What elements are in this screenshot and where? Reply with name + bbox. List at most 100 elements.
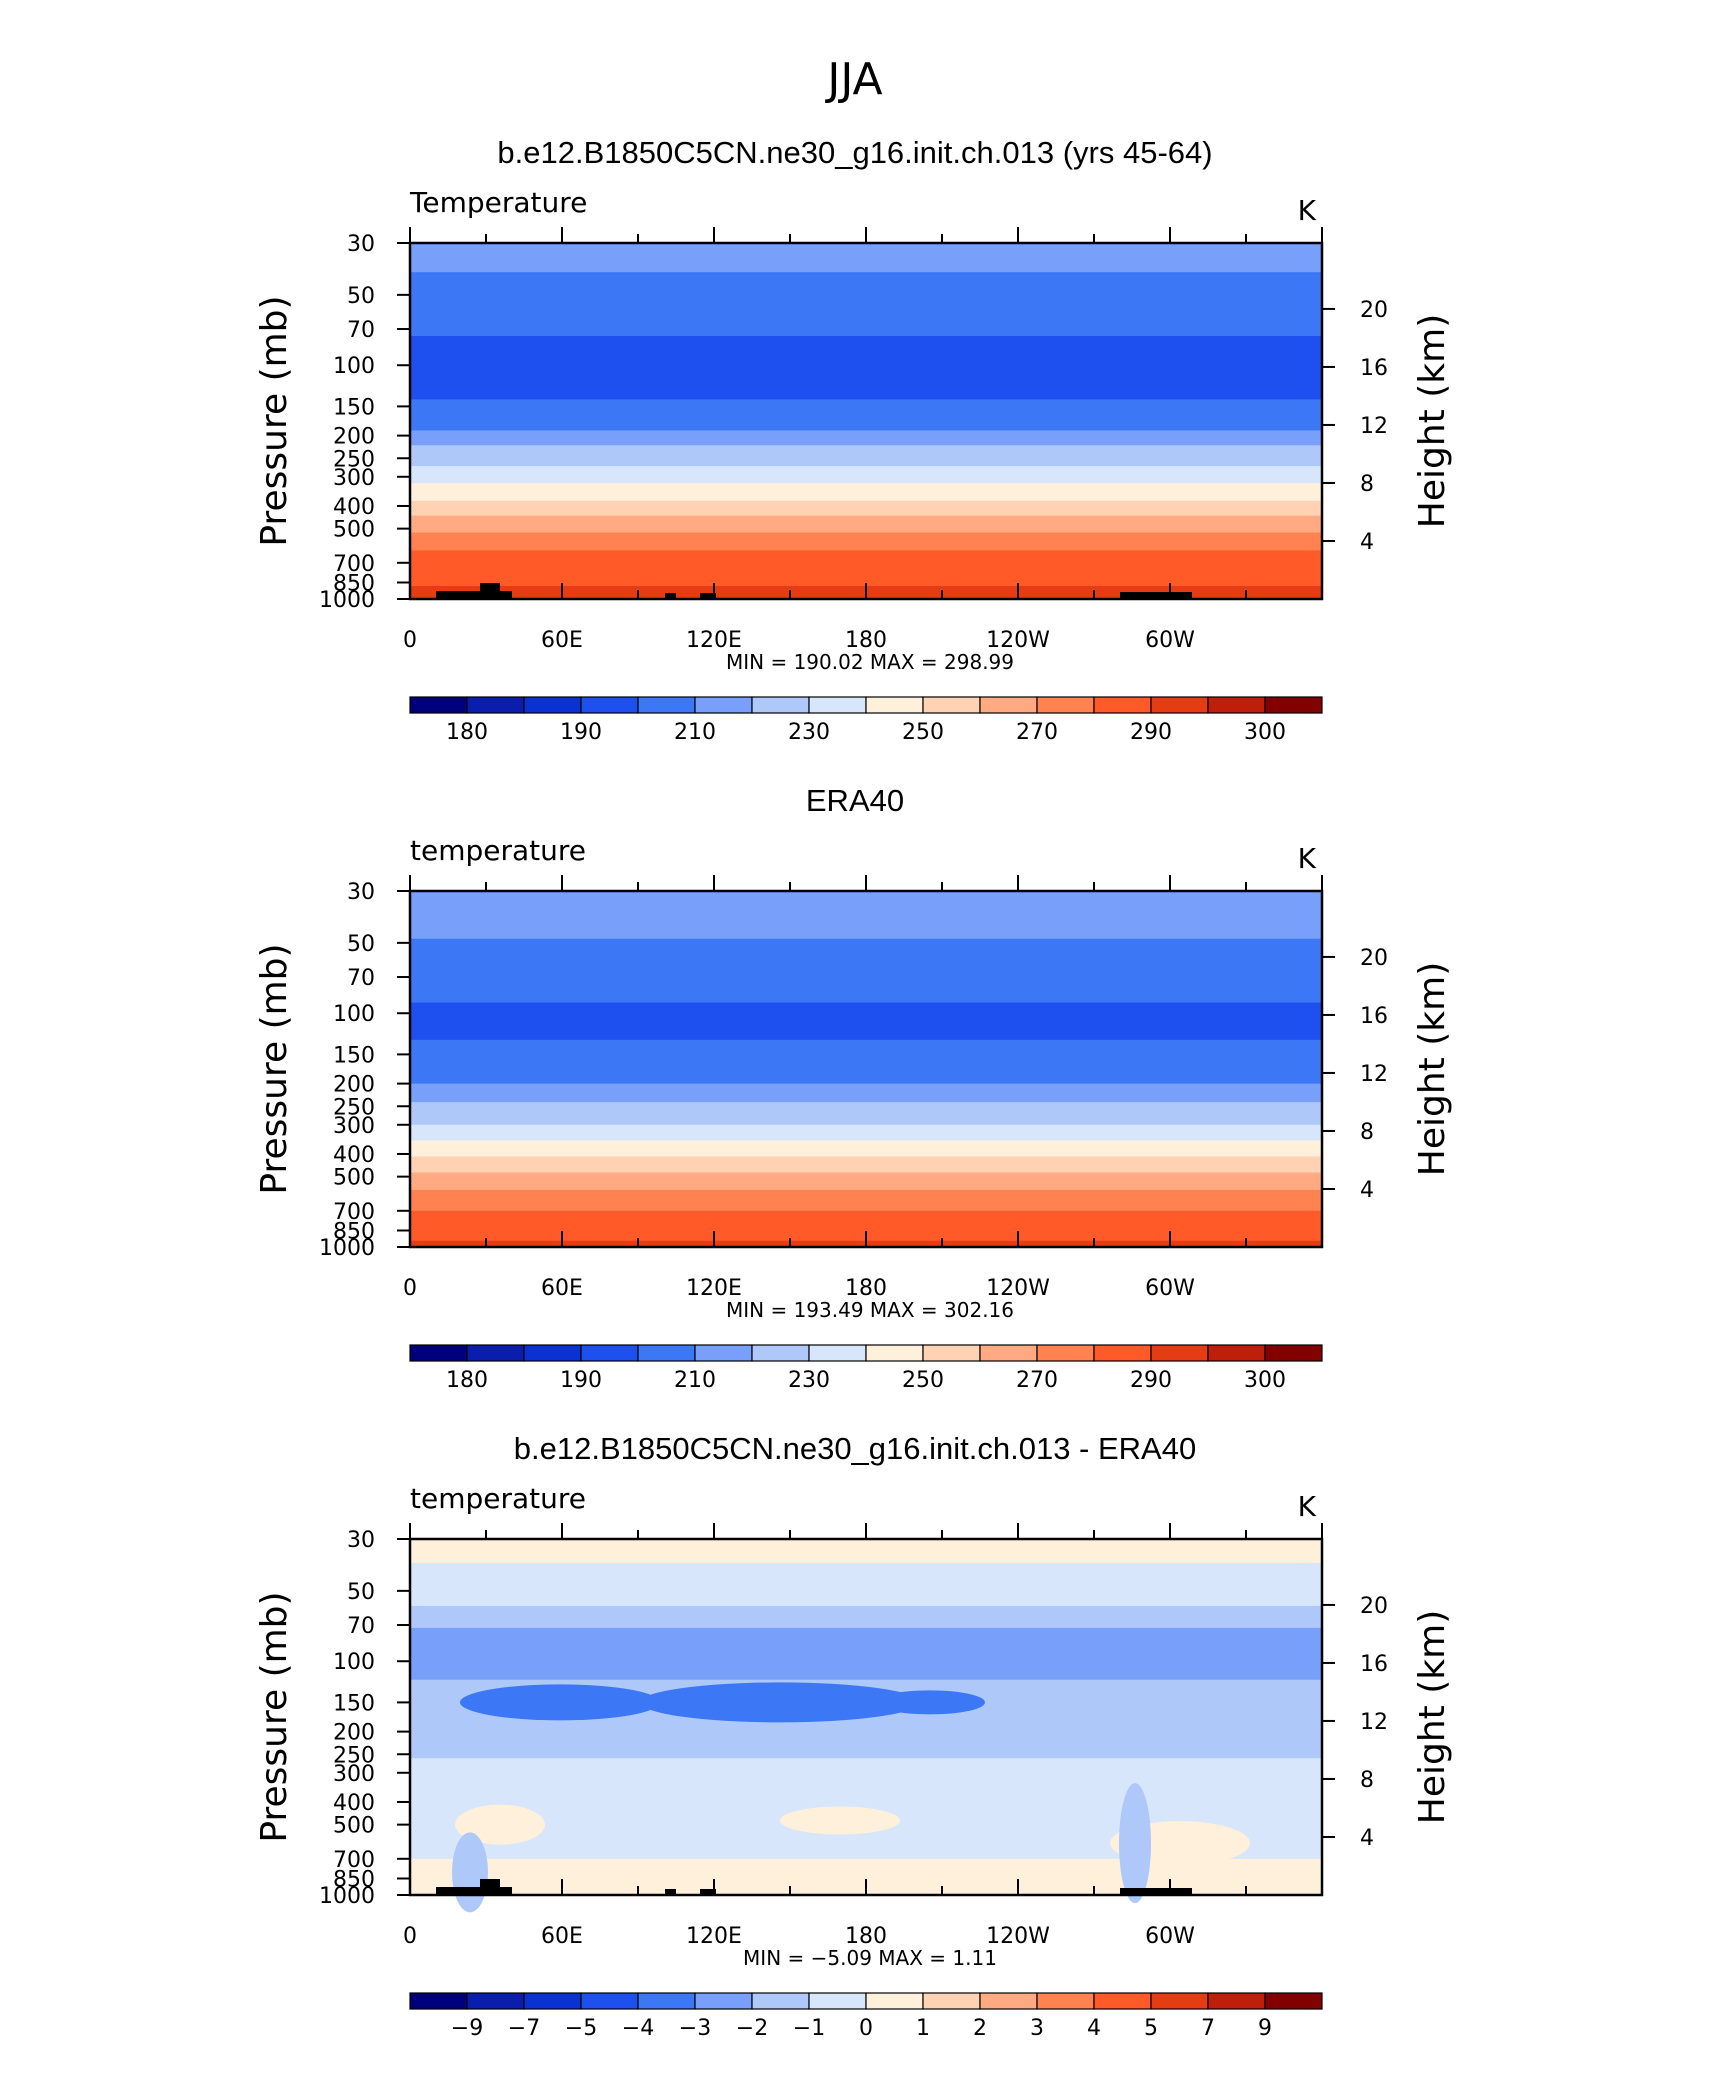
contour-band [410,430,1322,446]
contour-band [410,294,1322,323]
y-right-tick-label: 12 [1360,414,1388,439]
contour-band [410,1557,1322,1564]
anomaly-region [455,1804,545,1845]
contour-band [410,1124,1322,1142]
colorbar-label: 300 [1244,720,1286,745]
figure-title: JJA [824,54,882,105]
colorbar-swatch [1207,1992,1266,2010]
colorbar-swatch [637,1992,696,2010]
y-axis-right-label: Height (km) [1412,314,1453,528]
y-tick-label: 1000 [319,1884,375,1909]
colorbar-swatch [580,1992,639,2010]
topography-block [700,593,716,599]
colorbar-swatch [979,1344,1038,1362]
x-tick-label: 60E [541,1276,583,1301]
y-right-tick-label: 20 [1360,1594,1388,1619]
contour-band [410,550,1322,572]
y-tick-label: 850 [333,1220,375,1245]
colorbar-label: 180 [446,1368,488,1393]
colorbar-label: 0 [859,2016,873,2041]
colorbar-label: 4 [1087,2016,1101,2041]
colorbar-swatch [694,696,753,714]
anomaly-region [452,1832,488,1913]
colorbar-label: 210 [674,1368,716,1393]
colorbar-swatch [1093,1344,1152,1362]
panel-units: K [1298,842,1317,875]
colorbar-label: 3 [1030,2016,1044,2041]
anomaly-region [460,1684,660,1721]
colorbar-label: −9 [451,2016,483,2041]
colorbar-label: 290 [1130,720,1172,745]
colorbar-label: 270 [1016,720,1058,745]
x-tick-label: 0 [403,1924,417,1949]
colorbar-label: 190 [560,1368,602,1393]
colorbar-swatch [751,1992,810,2010]
x-tick-label: 60W [1145,1276,1195,1301]
colorbar-label: 230 [788,720,830,745]
y-right-tick-label: 4 [1360,530,1374,555]
colorbar-swatch [694,1344,753,1362]
y-right-tick-label: 16 [1360,1004,1388,1029]
topography-block [1120,592,1192,599]
topography-block [436,591,480,599]
colorbar-swatch [523,696,582,714]
colorbar-swatch [1150,1344,1209,1362]
contour-band [410,571,1322,587]
contour-band [410,1083,1322,1092]
colorbar-label: 290 [1130,1368,1172,1393]
colorbar-swatch [580,696,639,714]
y-tick-label: 70 [347,966,375,991]
y-axis-right: 4 8 12 16 20 Height (km) [1322,298,1453,555]
contour-band [410,243,1322,273]
colorbar-swatch [1036,696,1095,714]
y-right-tick-label: 12 [1360,1062,1388,1087]
x-tick-label: 60W [1145,1924,1195,1949]
y-tick-label: 100 [333,354,375,379]
colorbar-swatch [466,696,525,714]
y-tick-label: 250 [333,447,375,472]
colorbar-label: 180 [446,720,488,745]
contour-band [410,1622,1322,1629]
colorbar-swatch [922,1992,981,2010]
colorbar-swatch [637,696,696,714]
panel-variable-label: temperature [410,834,586,867]
contour-band [410,515,1322,534]
colorbar-swatch [466,1992,525,2010]
colorbar-swatch [865,696,924,714]
contour-band [410,1858,1322,1863]
colorbar-swatch [751,1344,810,1362]
colorbar-label: 270 [1016,1368,1058,1393]
colorbar-swatch [1264,1992,1323,2010]
topography-block [665,593,676,599]
x-tick-label: 120W [986,1276,1050,1301]
y-tick-label: 300 [333,1762,375,1787]
x-tick-label: 60E [541,1924,583,1949]
colorbar: 180 190 210 230 250 270 290 300 [409,1344,1323,1393]
contour-band [410,1002,1322,1041]
colorbar-swatch [865,1992,924,2010]
x-tick-label: 120E [686,628,742,653]
panel-variable-label: temperature [410,1482,586,1515]
colorbar-label: 230 [788,1368,830,1393]
panel-stats: MIN = −5.09 MAX = 1.11 [743,1946,997,1970]
colorbar-swatch [1150,1992,1209,2010]
contour-band [410,996,1322,1004]
colorbar-label: 210 [674,720,716,745]
contour-band [410,1140,1322,1158]
topography-block [500,1887,512,1895]
colorbar-swatch [865,1344,924,1362]
contour-band [410,1210,1322,1229]
y-tick-label: 500 [333,518,375,543]
x-axis: 0 60E 120E 180 120W 60W [403,1523,1323,1949]
y-tick-label: 700 [333,1848,375,1873]
contour-band [410,272,1322,296]
topography-block [500,591,512,599]
y-tick-label: 150 [333,395,375,420]
contour-band [410,321,1322,337]
colorbar-label: 2 [973,2016,987,2041]
contour-band [410,483,1322,502]
panel-stats: MIN = 190.02 MAX = 298.99 [726,650,1014,674]
